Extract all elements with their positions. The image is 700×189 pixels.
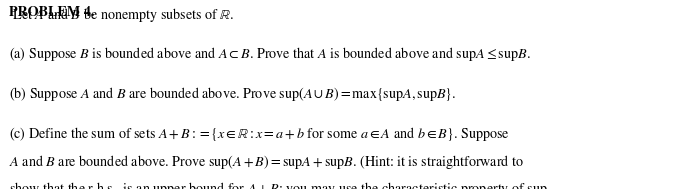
Text: PROBLEM 4.: PROBLEM 4. <box>9 6 94 19</box>
Text: Let $A$ and $B$ be nonempty subsets of $\mathbb{R}$.: Let $A$ and $B$ be nonempty subsets of $… <box>9 6 234 24</box>
Text: (b) Suppose $A$ and $B$ are bounded above. Prove $\sup(A \cup B) = \max\{\sup A,: (b) Suppose $A$ and $B$ are bounded abov… <box>9 85 456 103</box>
Text: show that the r.h.s.  is an upper bound for $A+B$; you may use the characteristi: show that the r.h.s. is an upper bound f… <box>9 180 548 189</box>
Text: (c) Define the sum of sets $A+B := \{x \in \mathbb{R} : x = a+b$ for some $a \in: (c) Define the sum of sets $A+B := \{x \… <box>9 125 510 143</box>
Text: (a) Suppose $B$ is bounded above and $A \subset B$. Prove that $A$ is bounded ab: (a) Suppose $B$ is bounded above and $A … <box>9 45 531 63</box>
Text: $A$ and $B$ are bounded above. Prove $\sup(A+B) = \sup A + \sup B$. (Hint: it is: $A$ and $B$ are bounded above. Prove $\s… <box>9 153 524 171</box>
